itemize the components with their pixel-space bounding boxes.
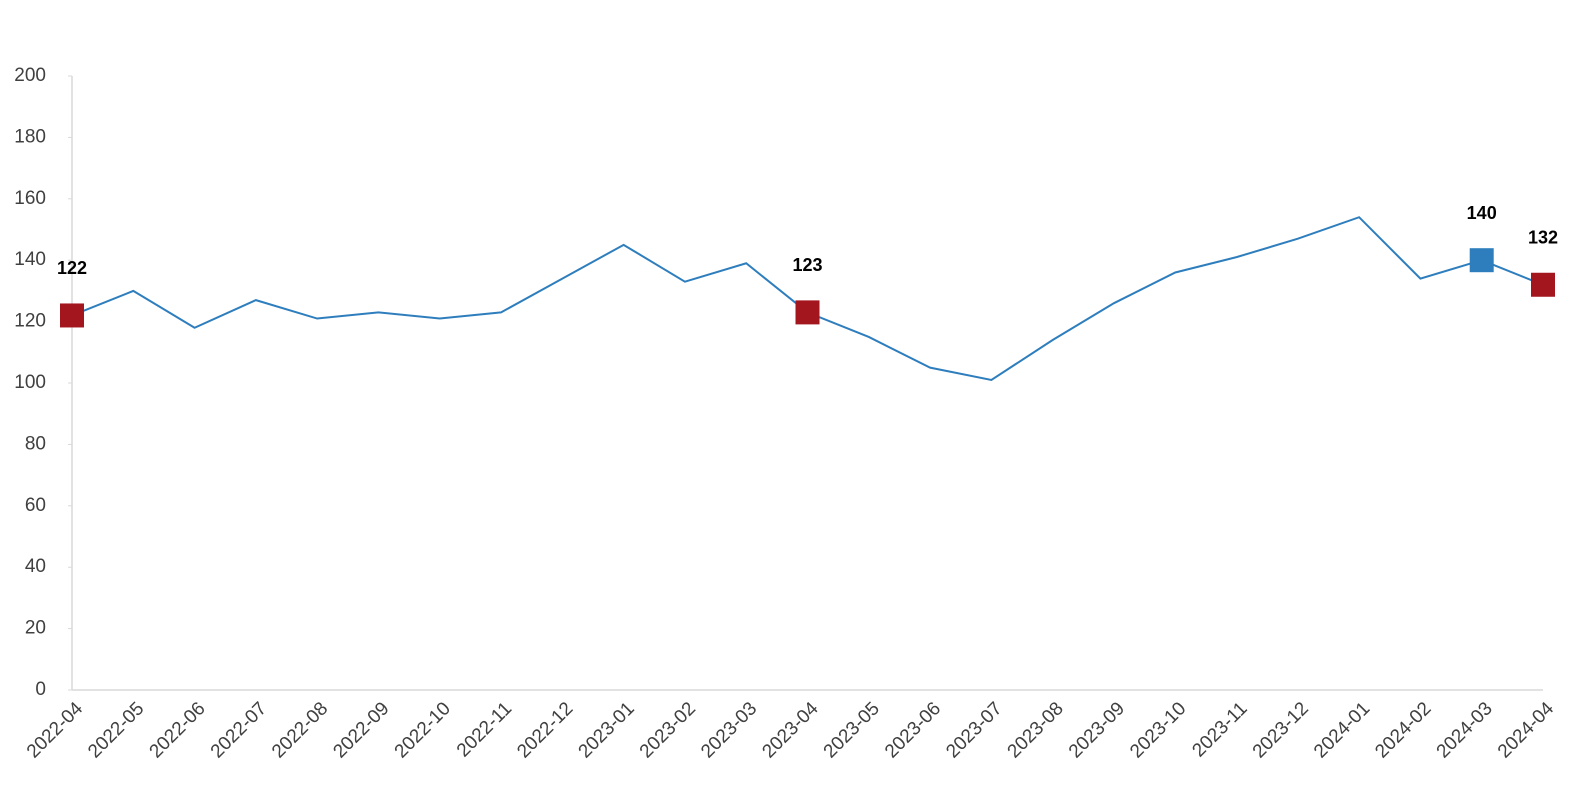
marker (1531, 272, 1555, 297)
x-tick-label: 2023-02 (636, 698, 700, 762)
x-tick-label: 2023-09 (1065, 698, 1129, 762)
x-tick-label: 2022-10 (391, 698, 455, 762)
marker (1469, 248, 1494, 273)
x-tick-label: 2022-07 (207, 698, 271, 762)
y-tick-label: 80 (25, 433, 46, 454)
y-tick-label: 100 (14, 372, 46, 393)
data-label: 122 (57, 258, 87, 278)
x-tick-label: 2024-03 (1433, 698, 1497, 762)
y-tick-label: 180 (14, 126, 46, 147)
y-tick-label: 160 (14, 188, 46, 209)
x-tick-label: 2023-12 (1249, 698, 1313, 762)
x-tick-label: 2023-01 (575, 698, 639, 762)
x-tick-label: 2024-04 (1494, 698, 1558, 762)
data-label: 123 (792, 255, 822, 275)
x-tick-label: 2024-02 (1371, 698, 1435, 762)
x-tick-label: 2022-11 (453, 698, 516, 761)
y-tick-label: 140 (14, 249, 46, 270)
x-tick-label: 2023-03 (697, 698, 761, 762)
x-tick-label: 2022-04 (23, 698, 87, 762)
x-tick-label: 2022-08 (268, 698, 332, 762)
y-tick-label: 40 (25, 556, 46, 577)
x-tick-label: 2023-10 (1126, 698, 1190, 762)
data-label: 132 (1528, 228, 1558, 248)
x-tick-label: 2022-05 (84, 698, 148, 762)
line (71, 216, 1544, 381)
y-tick-label: 200 (14, 65, 46, 86)
x-tick-label: 2023-08 (1004, 698, 1068, 762)
y-tick-label: 60 (25, 495, 46, 516)
x-tick-label: 2022-06 (146, 698, 210, 762)
y-tick-label: 0 (35, 679, 46, 700)
x-tick-label: 2023-06 (881, 698, 945, 762)
data-label: 140 (1467, 203, 1497, 223)
x-tick-label: 2024-01 (1310, 698, 1374, 762)
x-tick-label: 2023-05 (820, 698, 884, 762)
x-tick-label: 2022-12 (513, 698, 577, 762)
marker (60, 303, 84, 328)
marker (795, 300, 820, 325)
y-tick-label: 120 (14, 311, 46, 332)
x-tick-label: 2023-04 (758, 698, 822, 762)
x-tick-label: 2023-07 (942, 698, 1006, 762)
x-tick-label: 2023-11 (1188, 698, 1251, 761)
y-tick-label: 20 (25, 618, 46, 639)
x-tick-label: 2022-09 (329, 698, 393, 762)
